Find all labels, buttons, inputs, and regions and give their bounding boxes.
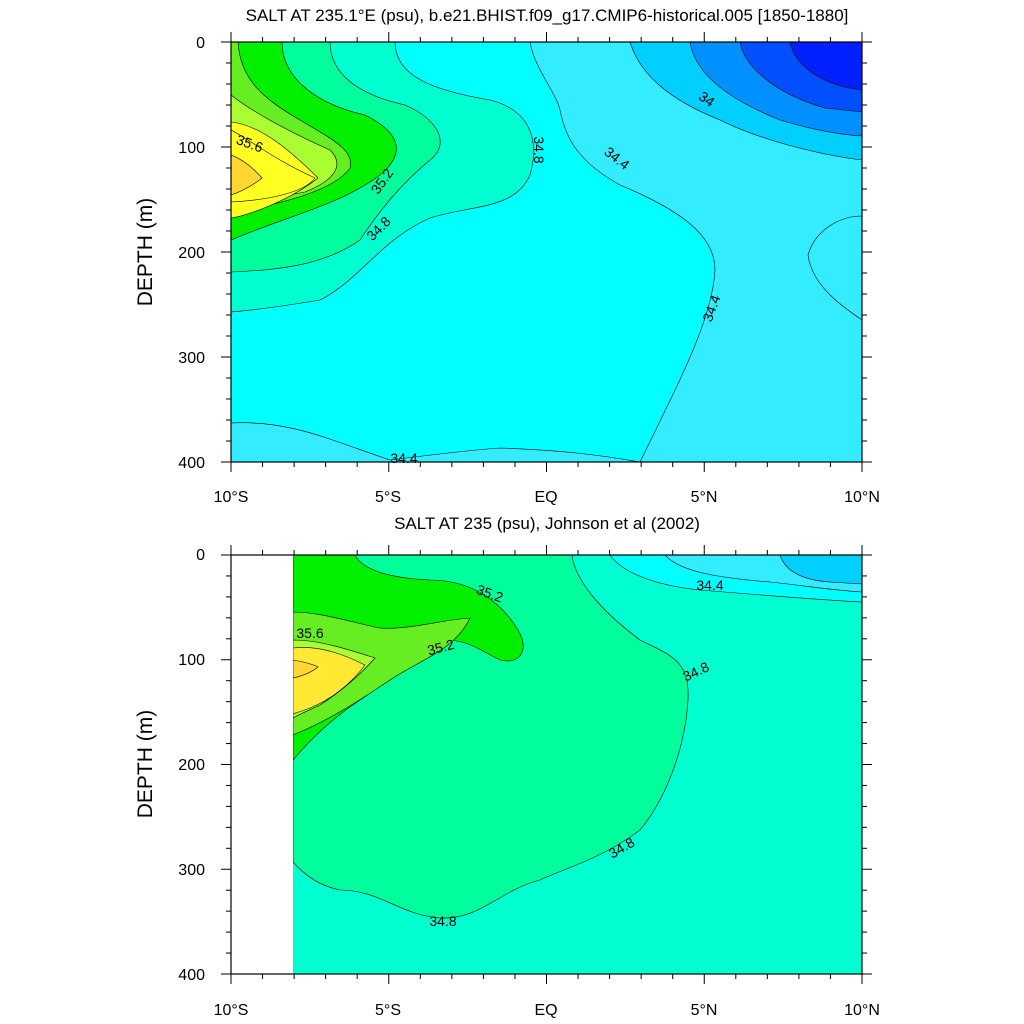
bottom-y-tick-label: 200 — [178, 757, 205, 774]
top-y-tick-label: 100 — [178, 140, 205, 157]
bottom-fill-36-2 — [293, 659, 319, 679]
bottom-y-axis-label: DEPTH (m) — [134, 710, 157, 819]
bottom-fill-35-6 — [293, 611, 471, 736]
top-y-tick-label: 200 — [178, 245, 205, 262]
bottom-axes-ticks — [221, 545, 872, 984]
top-panel-title: SALT AT 235.1°E (psu), b.e21.BHIST.f09_g… — [246, 6, 849, 25]
top-fill-36-0 — [231, 121, 319, 219]
bottom-x-tick-label: 5°N — [691, 1002, 718, 1019]
top-x-tick-label: EQ — [534, 489, 557, 506]
top-contour-fills — [231, 42, 862, 462]
bottom-x-tick-label: 10°N — [844, 1002, 880, 1019]
top-x-tick-label: 10°N — [844, 489, 880, 506]
bottom-y-tick-label: 400 — [178, 967, 205, 984]
top-contour-label: 34.4 — [390, 450, 417, 466]
top-fill-34-6 — [529, 42, 862, 462]
bottom-contour-label: 34.8 — [429, 913, 456, 929]
bottom-y-tick-label: 300 — [178, 862, 205, 879]
top-y-tick-label: 0 — [196, 35, 205, 52]
bottom-y-tick-label: 100 — [178, 652, 205, 669]
top-fill-34-6-bottom — [231, 422, 641, 462]
top-y-tick-label: 300 — [178, 350, 205, 367]
top-x-tick-label: 5°N — [691, 489, 718, 506]
bottom-x-tick-label: EQ — [534, 1002, 557, 1019]
bottom-contour-label: 34.4 — [696, 577, 723, 593]
top-y-tick-label: 400 — [178, 455, 205, 472]
top-axes-ticks — [221, 32, 872, 472]
top-y-axis-label: DEPTH (m) — [134, 198, 157, 307]
bottom-x-tick-label: 10°S — [214, 1002, 249, 1019]
top-panel: SALT AT 235.1°E (psu), b.e21.BHIST.f09_g… — [134, 6, 880, 506]
bottom-y-tick-label: 0 — [196, 547, 205, 564]
top-fill-36-2 — [231, 154, 263, 196]
bottom-contour-label: 35.2 — [425, 636, 456, 659]
top-fill-34-4-pocket — [807, 215, 862, 321]
top-contour-label: 34.8 — [531, 136, 547, 163]
top-x-tick-label: 5°S — [375, 489, 401, 506]
bottom-panel-title: SALT AT 235 (psu), Johnson et al (2002) — [394, 514, 700, 533]
bottom-panel: SALT AT 235 (psu), Johnson et al (2002) — [134, 514, 880, 1019]
bottom-contour-label: 35.6 — [296, 625, 323, 641]
bottom-contour-fills — [293, 555, 862, 974]
bottom-fill-34-4 — [779, 555, 862, 585]
bottom-x-tick-label: 5°S — [375, 1002, 401, 1019]
top-x-tick-label: 10°S — [214, 489, 249, 506]
